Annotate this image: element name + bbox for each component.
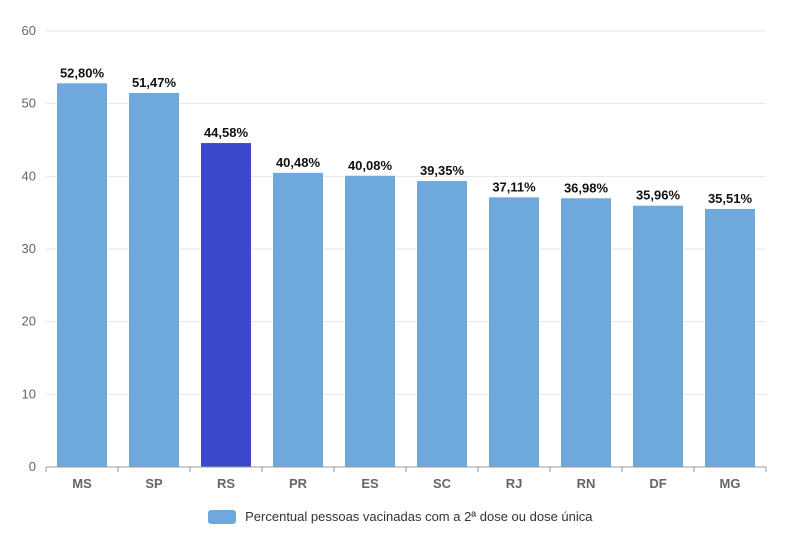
x-tick-label-es: ES — [361, 476, 379, 491]
x-tick-label-ms: MS — [72, 476, 92, 491]
y-tick-label: 10 — [22, 386, 36, 401]
x-tick-label-rj: RJ — [506, 476, 523, 491]
data-label-sp: 51,47% — [132, 75, 177, 90]
bar-ms[interactable] — [57, 83, 107, 467]
data-label-rs: 44,58% — [204, 125, 249, 140]
y-tick-label: 30 — [22, 241, 36, 256]
x-tick-label-sp: SP — [145, 476, 163, 491]
data-label-rj: 37,11% — [492, 179, 536, 194]
data-label-pr: 40,48% — [276, 155, 321, 170]
bar-df[interactable] — [633, 205, 683, 467]
bar-rn[interactable] — [561, 198, 611, 467]
x-tick-label-sc: SC — [433, 476, 452, 491]
data-label-rn: 36,98% — [564, 180, 609, 195]
y-tick-label: 20 — [22, 314, 36, 329]
x-tick-label-mg: MG — [720, 476, 741, 491]
y-tick-label: 0 — [29, 459, 36, 474]
bar-sc[interactable] — [417, 181, 467, 467]
data-labels: 52,80% 51,47% 44,58% 40,48% 40,08% 39,35% 37,1… — [60, 65, 753, 206]
bar-rj[interactable] — [489, 197, 539, 468]
data-label-mg: 35,51% — [708, 191, 753, 206]
legend-label: Percentual pessoas vacinadas com a 2ª do… — [245, 509, 593, 525]
bars — [57, 83, 755, 468]
x-axis-ticks: MS SP RS PR ES SC RJ RN DF MG — [45, 467, 767, 491]
data-label-df: 35,96% — [636, 188, 681, 203]
y-tick-label: 40 — [22, 168, 36, 183]
x-tick-label-rn: RN — [577, 476, 596, 491]
x-tick-label-pr: PR — [289, 476, 308, 491]
bar-mg[interactable] — [705, 208, 755, 467]
y-tick-label: 50 — [22, 96, 36, 111]
legend[interactable]: Percentual pessoas vacinadas com a 2ª do… — [0, 508, 800, 524]
bar-es[interactable] — [345, 175, 395, 467]
data-label-es: 40,08% — [348, 158, 393, 173]
legend-swatch — [207, 509, 236, 524]
x-tick-label-df: DF — [649, 476, 666, 491]
bar-sp[interactable] — [129, 92, 179, 467]
y-tick-label: 60 — [22, 23, 36, 38]
y-axis-ticks: 0 10 20 30 40 50 60 — [22, 23, 36, 474]
x-tick-label-rs: RS — [217, 476, 235, 491]
data-label-sc: 39,35% — [420, 163, 465, 178]
bar-pr[interactable] — [273, 172, 323, 467]
data-label-ms: 52,80% — [60, 65, 105, 80]
bar-rs[interactable] — [201, 143, 251, 467]
